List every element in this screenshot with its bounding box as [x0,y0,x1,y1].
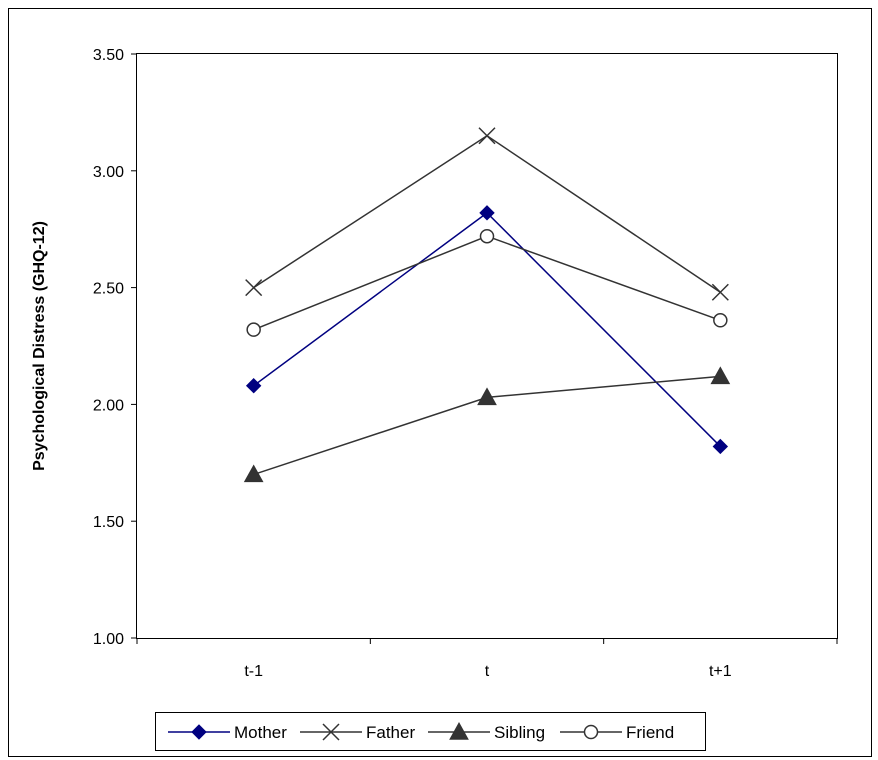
x-tick-label: t [485,663,490,680]
legend-marker-sibling [449,721,469,740]
data-point-friend [246,322,261,337]
data-point-sibling [710,366,731,385]
legend-item-mother: Mother [168,723,287,742]
legend-label-mother: Mother [234,723,287,742]
data-point-sibling [477,387,497,406]
y-tick-label: 2.00 [93,397,124,414]
data-point-friend [479,228,495,244]
y-tick-label: 1.50 [93,514,124,531]
data-point-father [478,127,496,145]
plot-area [136,53,838,639]
series-layer [243,127,731,483]
legend-marker-father [322,723,340,741]
series-sibling [243,366,731,483]
x-tick-label: t-1 [244,663,263,680]
series-friend [246,228,728,337]
legend-label-father: Father [366,723,415,742]
data-point-mother [479,205,495,221]
x-axis: t-1 t t+1 [136,638,838,680]
data-point-father [245,279,263,297]
y-tick-label: 3.00 [93,164,124,181]
legend-item-friend: Friend [560,723,674,742]
series-mother [245,205,729,455]
legend: Mother Father Sibling Friend [155,712,706,751]
data-point-father [711,283,729,301]
legend-label-sibling: Sibling [494,723,545,742]
series-father [245,127,729,301]
data-point-sibling [243,464,264,483]
data-point-mother [712,438,729,455]
legend-item-sibling: Sibling [428,721,545,742]
data-point-mother [245,378,262,394]
y-tick-label: 2.50 [93,281,124,298]
legend-marker-friend [583,724,599,740]
y-tick-label: 1.00 [93,631,124,648]
legend-label-friend: Friend [626,723,674,742]
y-axis: 1.00 1.50 2.00 2.50 3.00 3.50 [93,47,137,648]
data-point-friend [713,313,728,328]
y-axis-label: Psychological Distress (GHQ-12) [31,221,48,471]
y-tick-label: 3.50 [93,47,124,64]
legend-item-father: Father [300,723,415,742]
x-tick-label: t+1 [709,663,732,680]
legend-marker-mother [191,724,207,740]
